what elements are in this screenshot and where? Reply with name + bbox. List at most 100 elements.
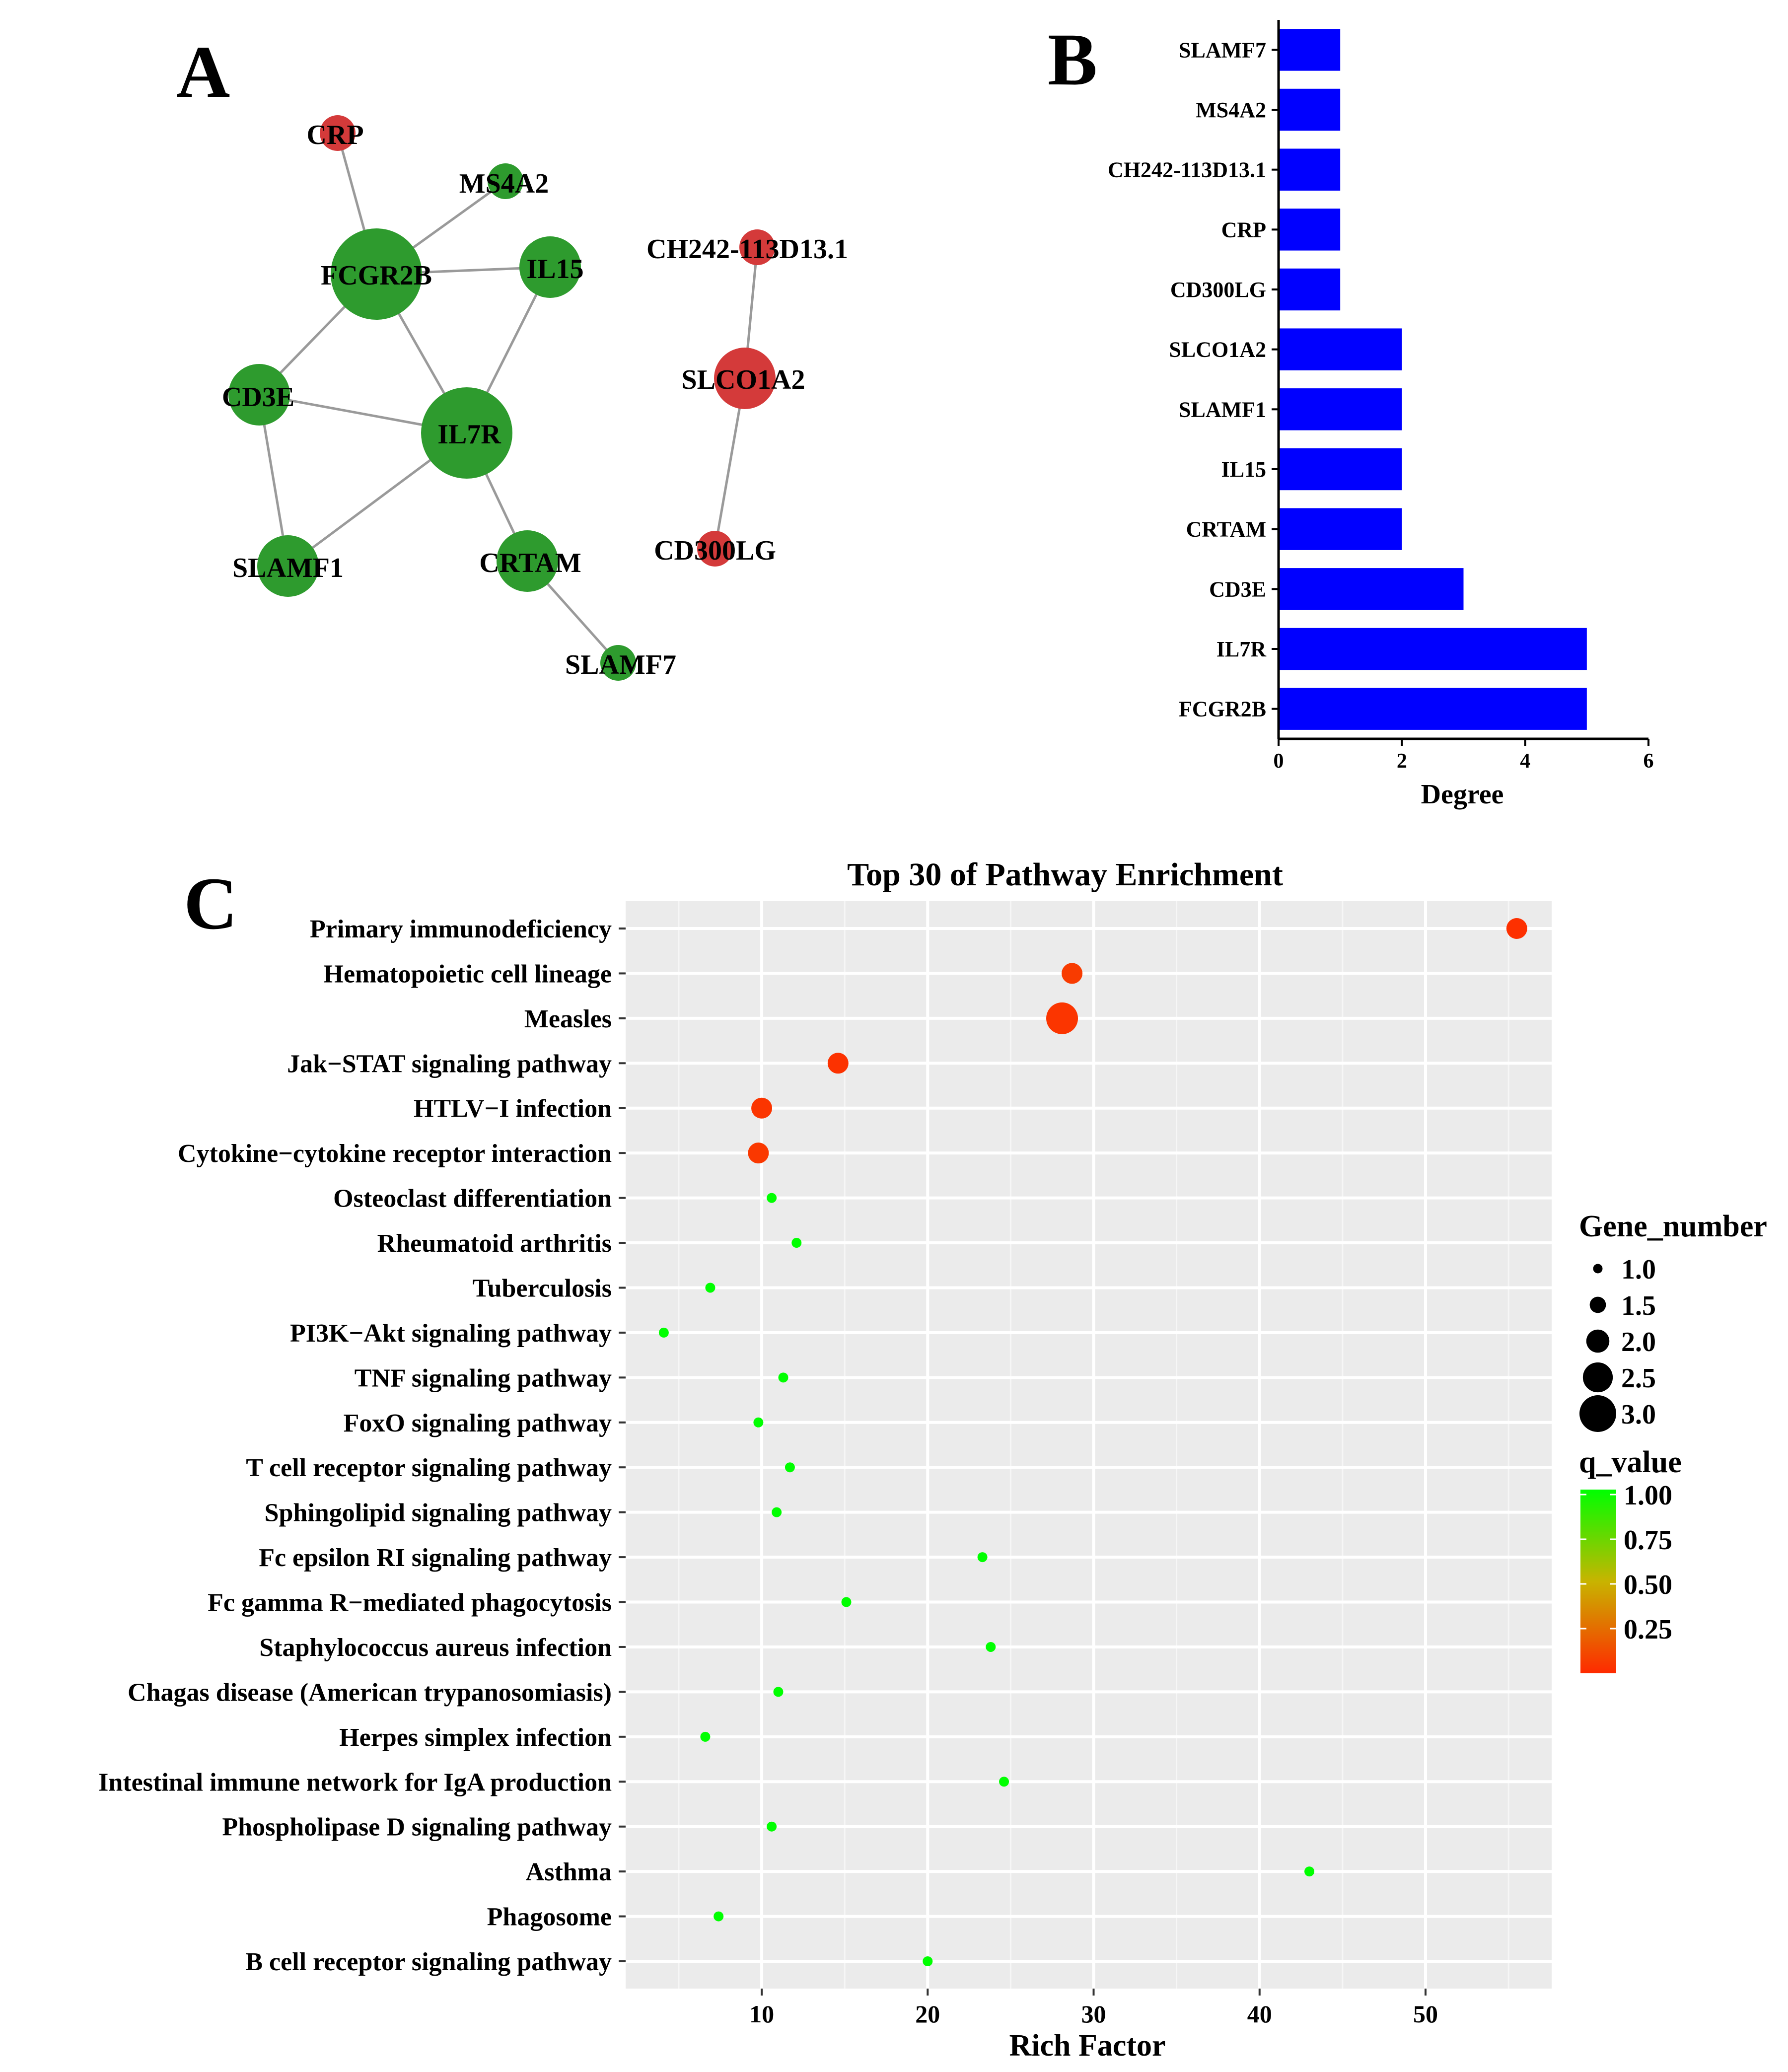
bar-ch242-113d13-1	[1279, 148, 1341, 191]
dot-osteoclast-differentiation	[767, 1193, 777, 1203]
bar-y-tick-label-ms4a2: MS4A2	[1196, 98, 1266, 122]
node-label-fcgr2b: FCGR2B	[321, 260, 432, 291]
dot-intestinal-immune-network-for-iga-production	[999, 1777, 1009, 1787]
dot-phagosome	[714, 1911, 724, 1922]
dot-htlv-i-infection	[751, 1097, 773, 1119]
bar-y-tick-label-cd300lg: CD300LG	[1170, 278, 1266, 302]
pathway-dot-plot: Primary immunodeficiency Hematopoietic ce…	[98, 857, 1767, 2063]
dot-y-tick-label-rheumatoid-arthritis: Rheumatoid arthritis	[377, 1229, 612, 1258]
dot-y-tick-label-cytokine-cytokine-receptor-interaction: Cytokine−cytokine receptor interaction	[178, 1140, 612, 1168]
size-legend-key-0	[1593, 1264, 1603, 1274]
size-legend-key-2	[1586, 1329, 1610, 1353]
dot-axes: Primary immunodeficiency Hematopoietic ce…	[98, 915, 1438, 2028]
size-legend-label-3: 2.5	[1621, 1363, 1656, 1394]
dot-y-tick-label-primary-immunodeficiency: Primary immunodeficiency	[310, 915, 612, 943]
bar-slamf1	[1279, 388, 1402, 430]
gene-number-legend: Gene_number 1.0 1.5 2.0 2.5 3.0	[1579, 1210, 1767, 1432]
size-legend-label-2: 2.0	[1621, 1327, 1656, 1358]
dot-y-tick-label-fc-gamma-r-mediated-phagocytosis: Fc gamma R−mediated phagocytosis	[208, 1589, 612, 1617]
dot-x-tick-label-30: 30	[1081, 2000, 1106, 2028]
dot-y-tick-label-tuberculosis: Tuberculosis	[473, 1274, 612, 1302]
node-label-ch242-113d13-1: CH242-113D13.1	[646, 234, 848, 265]
bar-y-tick-label-il15: IL15	[1221, 457, 1266, 482]
dot-herpes-simplex-infection	[700, 1731, 711, 1742]
dot-y-tick-label-intestinal-immune-network-for-iga-production: Intestinal immune network for IgA produc…	[98, 1768, 612, 1796]
node-label-ms4a2: MS4A2	[459, 168, 549, 199]
dot-y-tick-label-herpes-simplex-infection: Herpes simplex infection	[339, 1723, 612, 1752]
node-ms4a2	[488, 163, 523, 199]
dot-phospholipase-d-signaling-pathway	[767, 1821, 777, 1832]
chart-title: Top 30 of Pathway Enrichment	[847, 857, 1283, 893]
dot-y-tick-label-jak-stat-signaling-pathway: Jak−STAT signaling pathway	[287, 1050, 612, 1078]
bar-fcgr2b	[1279, 688, 1587, 730]
node-label-il15: IL15	[526, 254, 583, 285]
node-il15	[519, 236, 581, 298]
bar-cd3e	[1279, 568, 1464, 610]
dot-y-tick-label-foxo-signaling-pathway: FoxO signaling pathway	[344, 1409, 612, 1437]
bar-crp	[1279, 209, 1341, 251]
dot-x-tick-label-10: 10	[749, 2000, 774, 2028]
bar-y-tick-label-slco1a2: SLCO1A2	[1169, 338, 1266, 362]
bar-cd300lg	[1279, 268, 1341, 311]
panel-b-letter: B	[1048, 18, 1097, 101]
q-legend-label-2: 0.50	[1624, 1570, 1672, 1600]
bar-y-tick-label-fcgr2b: FCGR2B	[1179, 697, 1266, 721]
dot-y-tick-label-phospholipase-d-signaling-pathway: Phospholipase D signaling pathway	[222, 1813, 612, 1842]
dot-foxo-signaling-pathway	[753, 1417, 764, 1428]
bar-y-tick-label-crp: CRP	[1221, 217, 1266, 242]
dot-y-tick-label-tnf-signaling-pathway: TNF signaling pathway	[355, 1364, 612, 1392]
size-legend-label-4: 3.0	[1621, 1399, 1656, 1430]
network-graph: CRP MS4A2 FCGR2B IL15 CD3E IL7R SLAMF1 CRTAM SLA…	[222, 115, 848, 681]
bar-x-tick-label-2: 2	[1397, 750, 1407, 773]
dot-y-tick-label-asthma: Asthma	[526, 1858, 612, 1886]
dot-y-tick-label-hematopoietic-cell-lineage: Hematopoietic cell lineage	[324, 960, 612, 988]
dot-x-axis-label: Rich Factor	[1009, 2029, 1165, 2063]
bar-x-axis-label: Degree	[1421, 779, 1504, 810]
node-il7r	[421, 387, 512, 479]
node-label-il7r: IL7R	[437, 419, 501, 450]
q-value-legend: q_value 1.00 0.75 0.50 0.25	[1579, 1445, 1682, 1673]
node-crtam	[497, 530, 558, 592]
bar-series	[1279, 29, 1587, 730]
dot-jak-stat-signaling-pathway	[827, 1053, 849, 1074]
node-label-slamf1: SLAMF1	[232, 553, 344, 583]
dot-y-tick-label-sphingolipid-signaling-pathway: Sphingolipid signaling pathway	[265, 1499, 612, 1527]
size-legend-key-3	[1582, 1362, 1613, 1393]
dot-y-tick-label-osteoclast-differentiation: Osteoclast differentiation	[333, 1185, 612, 1213]
dot-y-tick-label-pi3k-akt-signaling-pathway: PI3K−Akt signaling pathway	[290, 1319, 612, 1348]
degree-bar-chart: SLAMF7 MS4A2 CH242-113D13.1 CRP CD300LG SLCO1…	[1108, 20, 1654, 810]
dot-y-tick-label-t-cell-receptor-signaling-pathway: T cell receptor signaling pathway	[246, 1454, 612, 1482]
node-cd300lg	[697, 531, 733, 567]
dot-tnf-signaling-pathway	[778, 1372, 788, 1383]
node-label-slamf7: SLAMF7	[565, 649, 676, 680]
gene-number-legend-title: Gene_number	[1579, 1210, 1767, 1243]
dot-cytokine-cytokine-receptor-interaction	[748, 1143, 769, 1164]
dot-sphingolipid-signaling-pathway	[772, 1507, 782, 1517]
size-legend-label-1: 1.5	[1621, 1290, 1656, 1321]
node-label-slco1a2: SLCO1A2	[682, 364, 805, 395]
dot-series	[658, 918, 1527, 1966]
node-cd3e	[228, 364, 290, 426]
bar-slco1a2	[1279, 328, 1402, 370]
size-legend-key-1	[1589, 1296, 1606, 1313]
bar-x-tick-label-6: 6	[1644, 750, 1654, 773]
dot-measles	[1046, 1002, 1078, 1034]
dot-y-tick-label-measles: Measles	[524, 1005, 612, 1033]
node-slco1a2	[714, 348, 776, 409]
dot-y-tick-label-htlv-i-infection: HTLV−I infection	[414, 1095, 612, 1123]
dot-y-tick-label-fc-epsilon-ri-signaling-pathway: Fc epsilon RI signaling pathway	[259, 1544, 612, 1572]
bar-y-tick-label-slamf7: SLAMF7	[1179, 38, 1266, 62]
plot-background	[626, 901, 1552, 1989]
dot-asthma	[1304, 1866, 1315, 1877]
dot-t-cell-receptor-signaling-pathway	[785, 1462, 795, 1473]
dot-y-tick-label-b-cell-receptor-signaling-pathway: B cell receptor signaling pathway	[245, 1948, 612, 1976]
node-label-crtam: CRTAM	[479, 548, 581, 578]
q-value-colorbar	[1580, 1490, 1616, 1673]
dot-x-tick-label-50: 50	[1413, 2000, 1438, 2028]
q-legend-label-1: 0.75	[1624, 1525, 1672, 1556]
bar-axes: SLAMF7 MS4A2 CH242-113D13.1 CRP CD300LG SLCO1…	[1108, 20, 1654, 773]
dot-pi3k-akt-signaling-pathway	[658, 1327, 669, 1338]
dot-hematopoietic-cell-lineage	[1062, 963, 1083, 984]
network-nodes	[228, 115, 776, 681]
